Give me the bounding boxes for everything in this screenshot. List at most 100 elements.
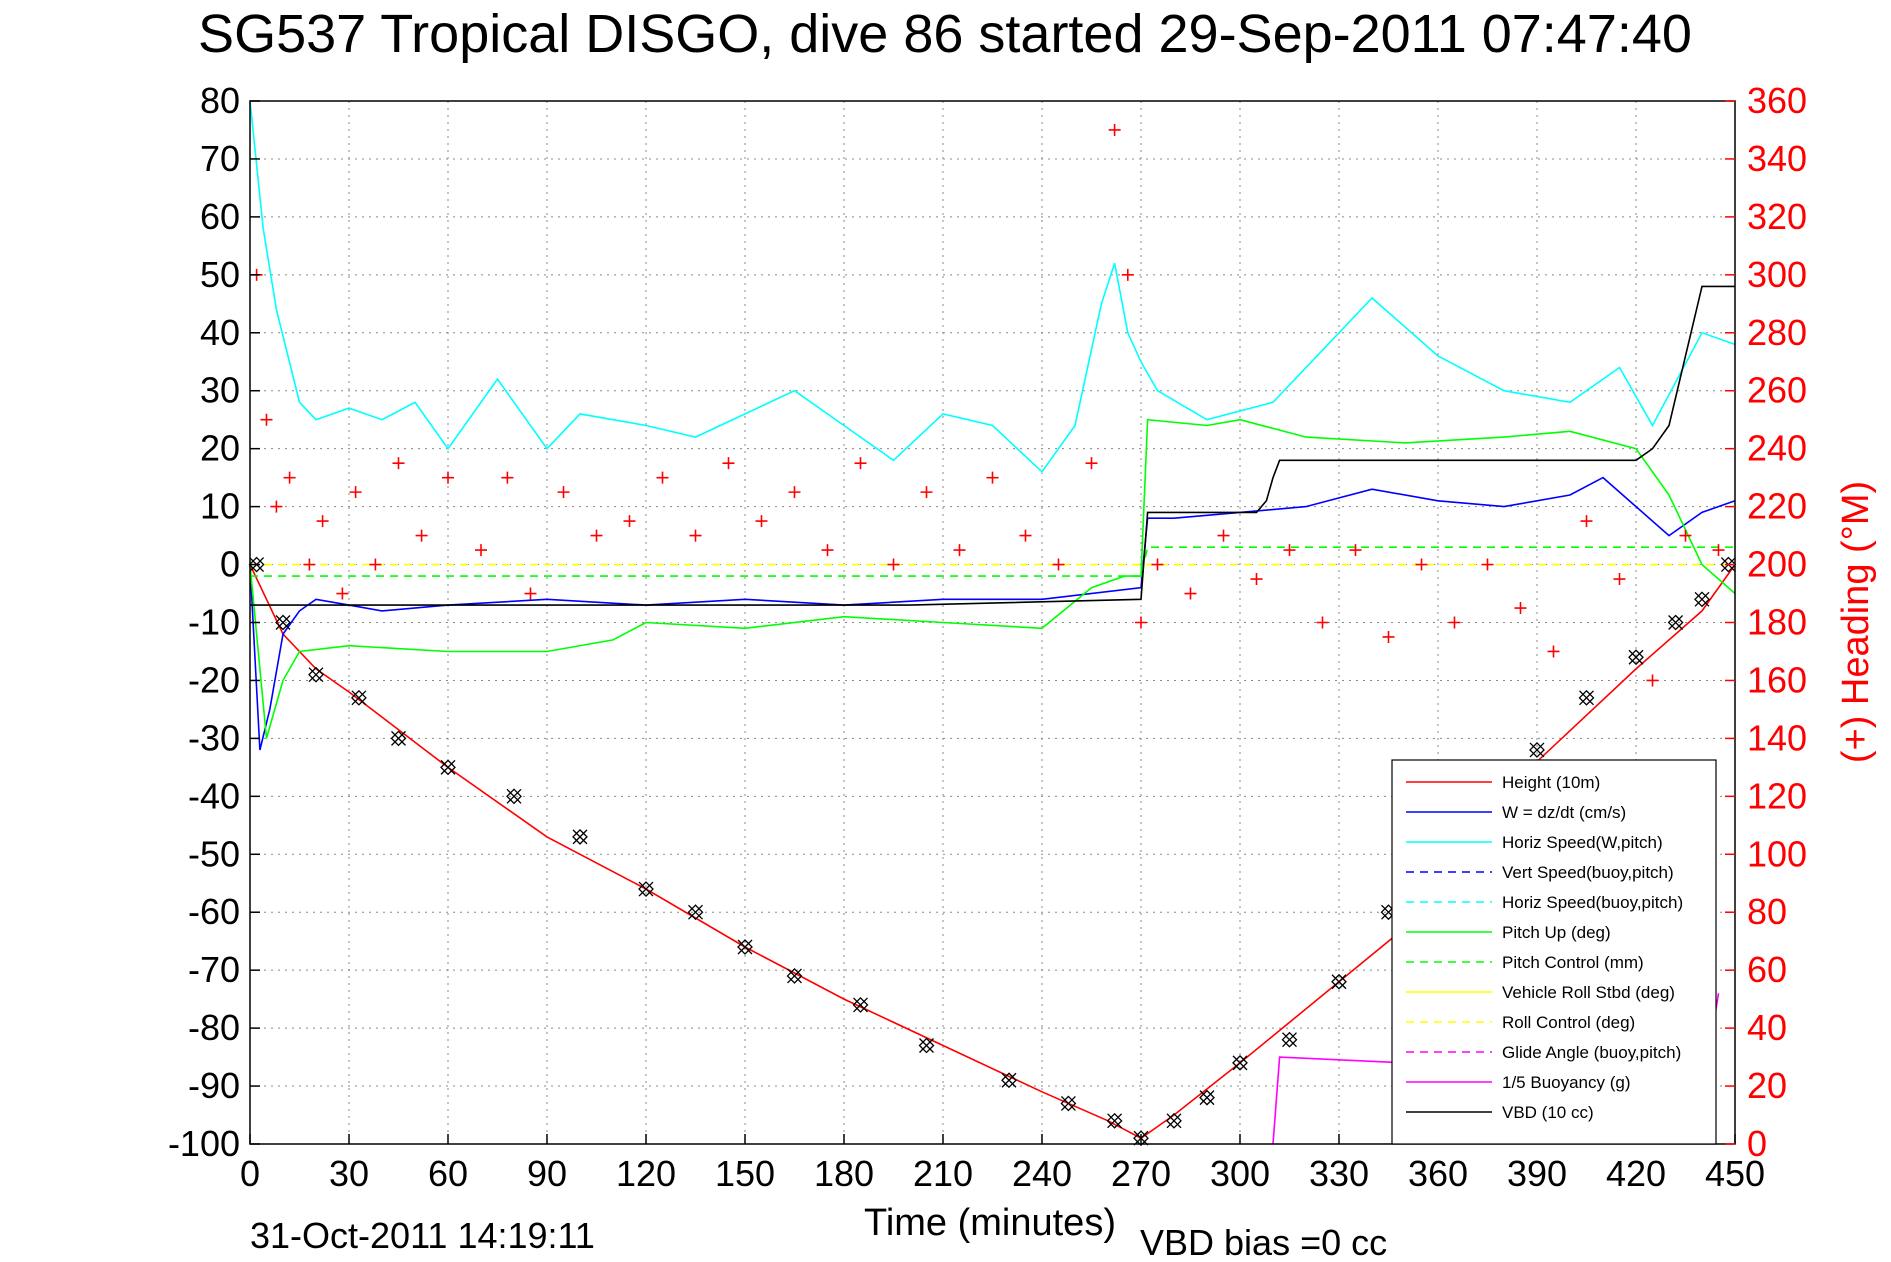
heading-point — [369, 558, 382, 571]
y-tick-label: -60 — [188, 891, 240, 932]
y-tick-label: -80 — [188, 1007, 240, 1048]
dive-marker — [390, 730, 407, 747]
dive-marker — [506, 788, 522, 805]
heading-point — [1250, 573, 1263, 586]
legend-entry: Pitch Control (mm) — [1406, 953, 1644, 972]
y-tick-label: 20 — [200, 428, 240, 469]
legend-label: W = dz/dt (cm/s) — [1502, 803, 1626, 822]
legend-label: Height (10m) — [1502, 773, 1600, 792]
heading-point — [656, 471, 669, 484]
dive-marker — [1166, 1112, 1182, 1129]
heading-point — [623, 515, 636, 528]
y-tick-label: 50 — [200, 254, 240, 295]
heading-point — [1217, 529, 1230, 542]
heading-point — [1184, 587, 1197, 600]
legend: Height (10m) W = dz/dt (cm/s) Horiz Speed(… — [1391, 759, 1717, 1145]
y-tick-label: -30 — [188, 717, 240, 758]
series-pitch-up-deg — [249, 418, 1736, 739]
heading-point — [1382, 630, 1395, 643]
heading-point — [953, 544, 966, 557]
legend-entry: Vert Speed(buoy,pitch) — [1406, 863, 1674, 882]
heading-point — [755, 515, 768, 528]
dive-marker — [687, 904, 704, 921]
series-vbd-10-cc — [250, 285, 1735, 606]
heading-point — [1085, 457, 1098, 470]
footer-date: 31-Oct-2011 14:19:11 — [250, 1215, 595, 1256]
heading-point — [1151, 558, 1164, 571]
heading-point — [590, 529, 603, 542]
heading-point — [854, 457, 867, 470]
y2-axis-ticks: 3603403203002802602402202001801601401201… — [1725, 80, 1807, 1164]
y-tick-label: -100 — [168, 1123, 240, 1164]
heading-point — [788, 486, 801, 499]
heading-point — [1108, 123, 1121, 136]
legend-label: Pitch Control (mm) — [1502, 953, 1644, 972]
heading-point — [392, 457, 405, 470]
y-tick-label: 10 — [200, 486, 240, 527]
y-tick-label: 80 — [200, 80, 240, 121]
legend-entry: Roll Control (deg) — [1406, 1013, 1635, 1032]
dive-marker — [1199, 1089, 1215, 1106]
dive-marker — [1578, 689, 1595, 706]
y-tick-label: -50 — [188, 833, 240, 874]
heading-point — [1646, 674, 1659, 687]
series-horiz-speed-w-pitch — [249, 100, 1736, 474]
legend-label: Vert Speed(buoy,pitch) — [1502, 863, 1674, 882]
legend-entry: Glide Angle (buoy,pitch) — [1406, 1043, 1681, 1062]
chart-title: SG537 Tropical DISGO, dive 86 started 29… — [198, 4, 1692, 64]
heading-point — [475, 544, 487, 557]
y2-tick-label: 220 — [1747, 486, 1807, 527]
y-tick-label: 40 — [200, 312, 240, 353]
dive-marker — [638, 881, 654, 897]
x-tick-label: 450 — [1705, 1153, 1765, 1194]
legend-entry: W = dz/dt (cm/s) — [1406, 803, 1626, 822]
dive-marker — [1667, 614, 1684, 631]
dive-marker — [1628, 649, 1644, 666]
heading-point — [722, 457, 735, 470]
legend-box — [1391, 759, 1717, 1145]
dive-marker — [440, 759, 456, 776]
legend-label: Vehicle Roll Stbd (deg) — [1502, 983, 1675, 1002]
x-tick-label: 240 — [1012, 1153, 1072, 1194]
legend-entry: Horiz Speed(buoy,pitch) — [1406, 893, 1683, 912]
y2-tick-label: 320 — [1747, 196, 1807, 237]
y-tick-label: 0 — [220, 544, 240, 585]
x-tick-label: 390 — [1507, 1153, 1567, 1194]
heading-point — [887, 558, 900, 571]
y2-tick-label: 180 — [1747, 602, 1807, 643]
footer-vbd-bias: VBD bias =0 cc — [1140, 1222, 1387, 1262]
dive-marker — [1232, 1054, 1248, 1071]
dive-marker — [786, 968, 803, 984]
heading-point — [501, 471, 514, 484]
x-tick-label: 330 — [1309, 1153, 1369, 1194]
heading-point — [283, 471, 296, 484]
heading-point — [1481, 558, 1494, 571]
y-tick-label: -90 — [188, 1065, 240, 1106]
y-tick-label: 70 — [200, 138, 240, 179]
heading-point — [1283, 544, 1296, 557]
y-tick-label: -20 — [188, 659, 240, 700]
y2-axis-label: (+) Heading (°M) — [1835, 481, 1877, 763]
heading-point — [349, 486, 362, 499]
heading-point — [1121, 268, 1134, 281]
heading-point — [1349, 544, 1362, 557]
heading-point — [689, 529, 702, 542]
x-axis-ticks: 0 30 60 90 120 150 180 210 240 270 300 330 360 390 420… — [240, 1134, 1765, 1194]
legend-label: Roll Control (deg) — [1502, 1013, 1635, 1032]
x-tick-label: 30 — [329, 1153, 369, 1194]
y2-tick-label: 200 — [1747, 544, 1807, 585]
y2-tick-label: 40 — [1747, 1007, 1787, 1048]
heading-point — [524, 587, 537, 600]
series-w-dz-dt-cm-s — [249, 476, 1736, 751]
heading-point — [1019, 529, 1032, 542]
legend-entry: VBD (10 cc) — [1406, 1103, 1594, 1122]
dive-marker — [852, 997, 869, 1013]
heading-point — [821, 544, 834, 557]
y2-tick-label: 340 — [1747, 138, 1807, 179]
heading-point — [260, 413, 273, 426]
y2-tick-label: 80 — [1747, 891, 1787, 932]
x-tick-label: 300 — [1210, 1153, 1270, 1194]
heading-point — [1316, 616, 1329, 629]
heading-point — [303, 558, 316, 571]
x-tick-label: 420 — [1606, 1153, 1666, 1194]
